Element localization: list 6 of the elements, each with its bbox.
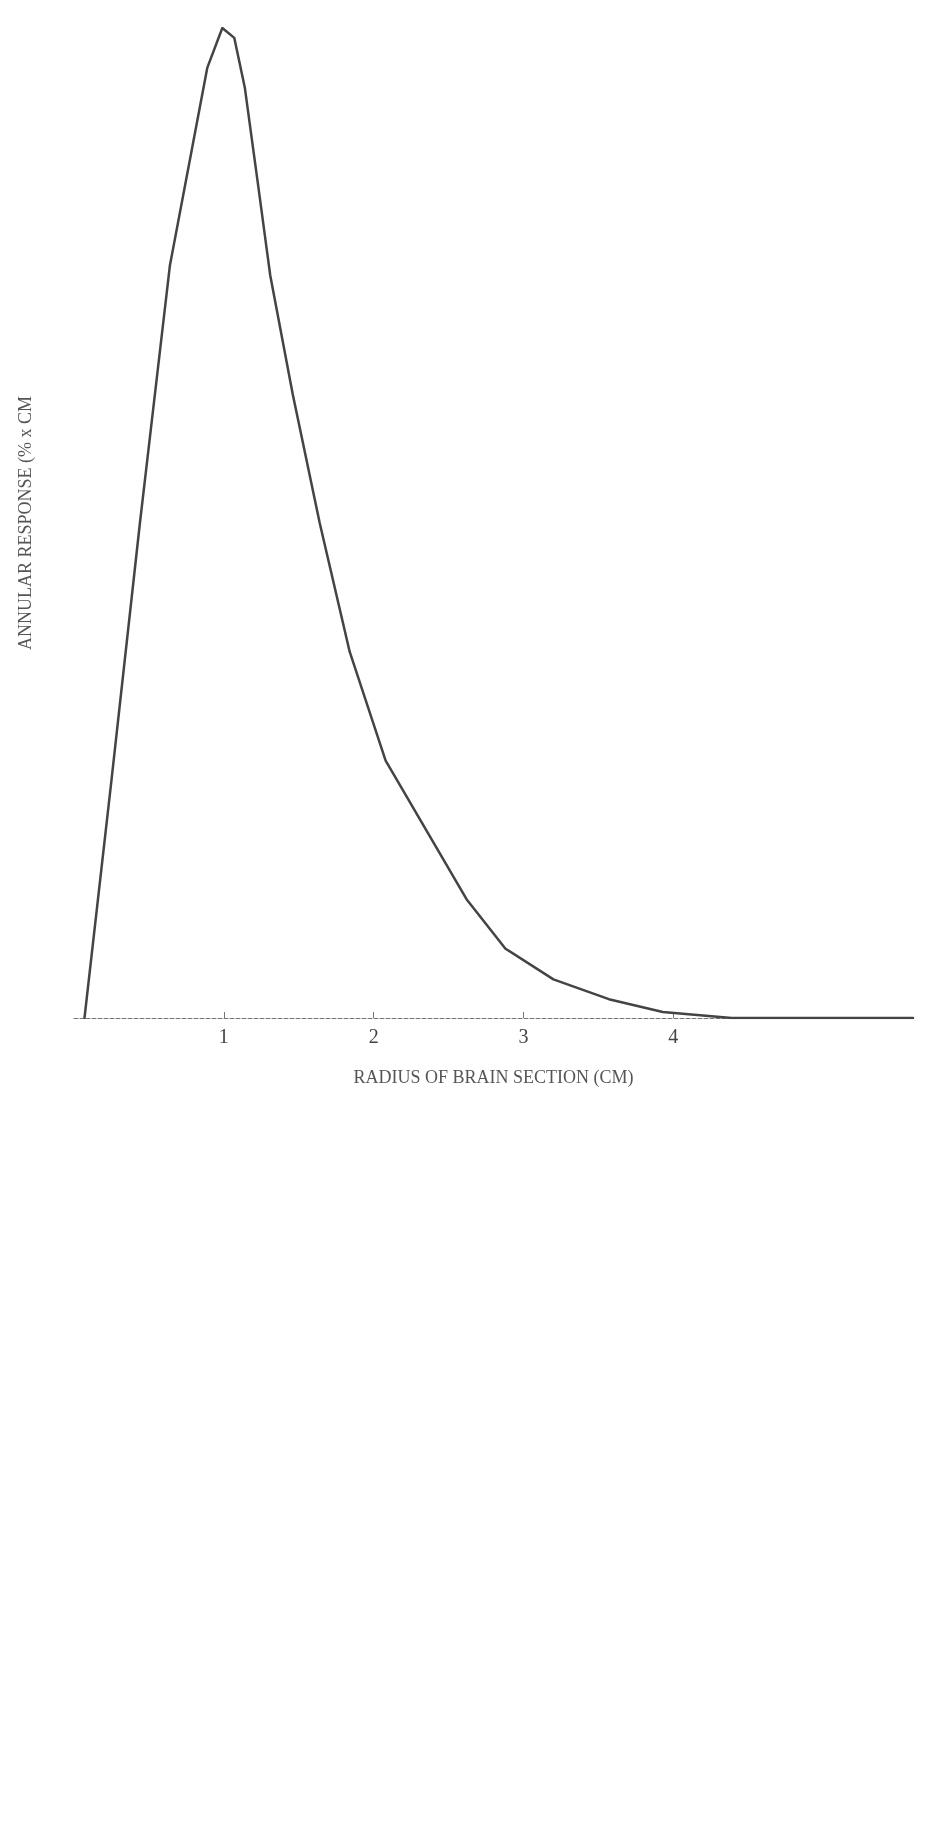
- x-tick-label: 2: [368, 1025, 379, 1047]
- x-tick-label: 4: [668, 1025, 679, 1047]
- x-tick-label: 1: [218, 1025, 229, 1047]
- x-axis-title: RADIUS OF BRAIN SECTION (CM): [353, 1067, 634, 1088]
- x-tick-label: 3: [518, 1025, 529, 1047]
- y-axis-title: ANNULAR RESPONSE (% x CM: [15, 395, 36, 651]
